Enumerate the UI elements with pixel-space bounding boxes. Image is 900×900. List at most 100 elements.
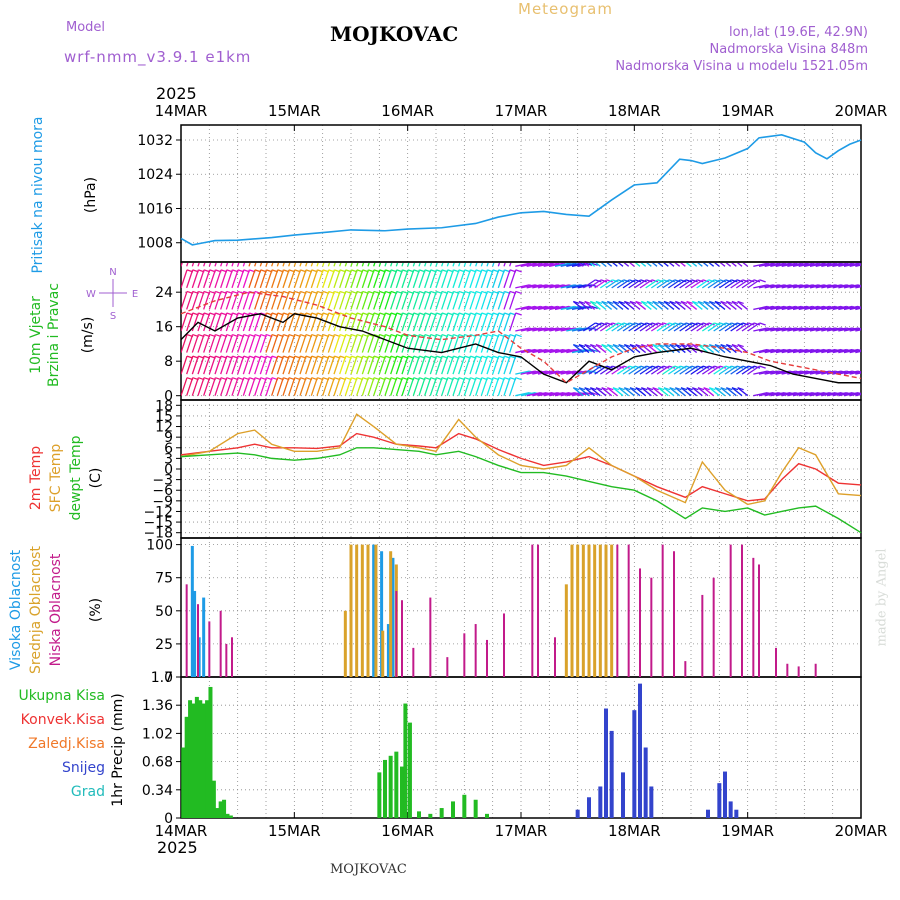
wind-barb xyxy=(639,365,653,375)
wind-barb xyxy=(480,377,488,396)
wind-barb-flag xyxy=(591,392,598,396)
wind-barb-flag xyxy=(618,387,625,391)
wind-barb xyxy=(220,269,228,289)
wind-barb xyxy=(520,370,536,375)
wind-barb xyxy=(628,365,642,375)
wind-barb-flag xyxy=(515,312,522,316)
wind-barb xyxy=(446,334,454,353)
wind-barb xyxy=(305,334,313,353)
wind-barb xyxy=(725,263,732,267)
wind-barb-flag xyxy=(613,258,619,260)
wind-barb xyxy=(719,263,726,267)
wind-barb xyxy=(599,365,613,375)
y-tick-label: 0 xyxy=(164,811,173,827)
wind-barb-flag xyxy=(210,248,216,250)
wind-barb xyxy=(832,392,847,397)
cloud-bar xyxy=(531,544,534,677)
wind-barb-flag xyxy=(493,248,499,250)
precip-unit: 1hr Precip (mm) xyxy=(110,693,126,806)
wind-barb xyxy=(578,387,590,397)
cloud-axis-title: Niska Oblacnost xyxy=(48,553,64,666)
wind-barb xyxy=(707,279,721,289)
wind-barb xyxy=(310,355,318,375)
wind-barb-flag xyxy=(864,371,870,373)
wind-barb-flag xyxy=(591,305,598,310)
wind-barb xyxy=(446,269,454,289)
wind-barb xyxy=(237,355,245,375)
wind-barb xyxy=(237,263,240,267)
wind-barb xyxy=(775,327,791,332)
wind-barb xyxy=(492,377,500,396)
wind-barb xyxy=(265,334,273,353)
wind-barb xyxy=(656,279,670,289)
wind-barb xyxy=(515,305,530,311)
wind-barb-flag xyxy=(715,258,721,260)
wind-barb-flag xyxy=(664,258,670,260)
wind-barb-flag xyxy=(602,258,608,260)
wind-barb xyxy=(679,322,693,332)
wind-barb xyxy=(758,392,774,397)
wind-barb xyxy=(327,377,335,396)
wind-barb xyxy=(770,370,785,375)
y-tick-label: 75 xyxy=(155,571,173,587)
wind-barb xyxy=(265,263,268,267)
wind-barb xyxy=(515,370,530,375)
wind-barb xyxy=(537,392,553,397)
wind-barb xyxy=(701,322,715,332)
precip-bar xyxy=(723,771,727,818)
cloud-bar xyxy=(343,610,347,677)
wind-barb xyxy=(259,291,267,310)
precip-bar xyxy=(428,813,433,818)
wind-barb xyxy=(344,291,352,310)
wind-barb xyxy=(186,312,194,332)
wind-barb xyxy=(639,322,653,332)
precip-bar xyxy=(191,703,196,818)
wind-barb-flag xyxy=(875,350,881,352)
wind-barb xyxy=(582,322,596,332)
wind-barb xyxy=(503,355,511,375)
y-tick-label: −3 xyxy=(152,473,173,489)
wind-barb xyxy=(497,263,501,267)
cloud-bar xyxy=(639,568,641,677)
wind-barb xyxy=(662,279,676,289)
wind-barb xyxy=(435,377,443,396)
wind-barb-flag xyxy=(726,258,732,260)
cloud-bar xyxy=(661,544,664,677)
wind-barb xyxy=(395,269,403,289)
wind-barb xyxy=(657,387,669,397)
cloud-bar xyxy=(729,544,732,677)
wind-barb xyxy=(322,334,330,353)
wind-barb xyxy=(339,269,347,289)
wind-barb xyxy=(645,279,659,289)
wind-barb xyxy=(832,327,847,332)
wind-barb xyxy=(537,348,553,354)
wind-barb xyxy=(775,392,791,397)
wind-barb-flag xyxy=(255,248,261,250)
wind-barb xyxy=(435,355,443,375)
wind-barb-flag xyxy=(607,387,614,391)
wind-barb xyxy=(809,263,825,267)
wind-barb xyxy=(276,263,280,267)
wind-barb xyxy=(674,344,686,354)
wind-barb xyxy=(248,377,256,396)
wind-barb xyxy=(475,355,483,375)
precip-bar xyxy=(215,808,220,818)
wind-barb xyxy=(595,387,607,397)
wind-barb xyxy=(663,387,675,397)
wind-barb xyxy=(237,334,245,353)
wind-barb xyxy=(629,300,641,310)
cloud-bar xyxy=(208,621,211,677)
wind-barb-flag xyxy=(244,248,250,250)
precip-bar xyxy=(205,700,210,818)
wind-barb xyxy=(623,263,630,267)
wind-barb xyxy=(781,392,796,397)
wind-barb xyxy=(650,365,664,375)
wind-barb xyxy=(356,377,364,396)
wind-barb xyxy=(815,348,830,354)
wind-barb-flag xyxy=(875,371,881,373)
x-tick-label: 15MAR xyxy=(268,822,321,840)
wind-barb xyxy=(798,392,813,397)
wind-barb-flag xyxy=(397,248,403,250)
wind-barb xyxy=(554,348,570,354)
wind-barb xyxy=(367,269,375,289)
